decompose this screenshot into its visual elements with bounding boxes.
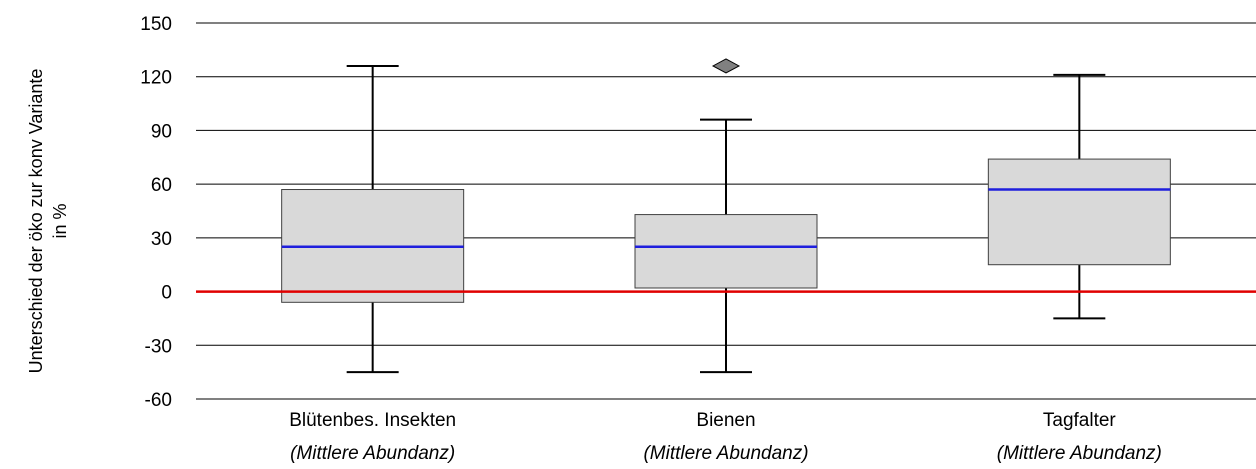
y-tick-label: 150 xyxy=(140,14,172,35)
y-tick-label: 90 xyxy=(151,121,172,142)
box-group xyxy=(634,58,818,374)
iqr-box xyxy=(987,158,1171,266)
y-axis-label: Unterschied der öko zur konv Variante in… xyxy=(26,69,70,374)
y-tick-label: 30 xyxy=(151,229,172,250)
boxes xyxy=(281,58,1171,374)
category-sublabel: (Mittlere Abundanz) xyxy=(997,443,1162,464)
box-group xyxy=(281,64,465,374)
y-tick-label: 60 xyxy=(151,175,172,196)
category-label: Blütenbes. Insekten xyxy=(289,410,456,431)
y-tick-labels: 150 120 90 60 30 0 -30 -60 xyxy=(140,14,172,411)
y-tick-label: 120 xyxy=(140,68,172,89)
y-axis-label-line2: in % xyxy=(50,203,70,238)
y-axis-label-line1: Unterschied der öko zur konv Variante xyxy=(26,69,46,374)
category-label: Tagfalter xyxy=(1043,410,1117,431)
iqr-box xyxy=(634,214,818,289)
y-tick-label: 0 xyxy=(161,283,172,304)
box-group xyxy=(987,73,1171,320)
category-label: Bienen xyxy=(696,410,755,431)
category-sublabel: (Mittlere Abundanz) xyxy=(643,443,808,464)
x-category-labels: Blütenbes. Insekten (Mittlere Abundanz) Bi… xyxy=(289,410,1162,464)
y-tick-label: -60 xyxy=(145,390,172,411)
category-sublabel: (Mittlere Abundanz) xyxy=(290,443,455,464)
y-tick-label: -30 xyxy=(145,336,172,357)
outlier-marker xyxy=(711,58,741,74)
